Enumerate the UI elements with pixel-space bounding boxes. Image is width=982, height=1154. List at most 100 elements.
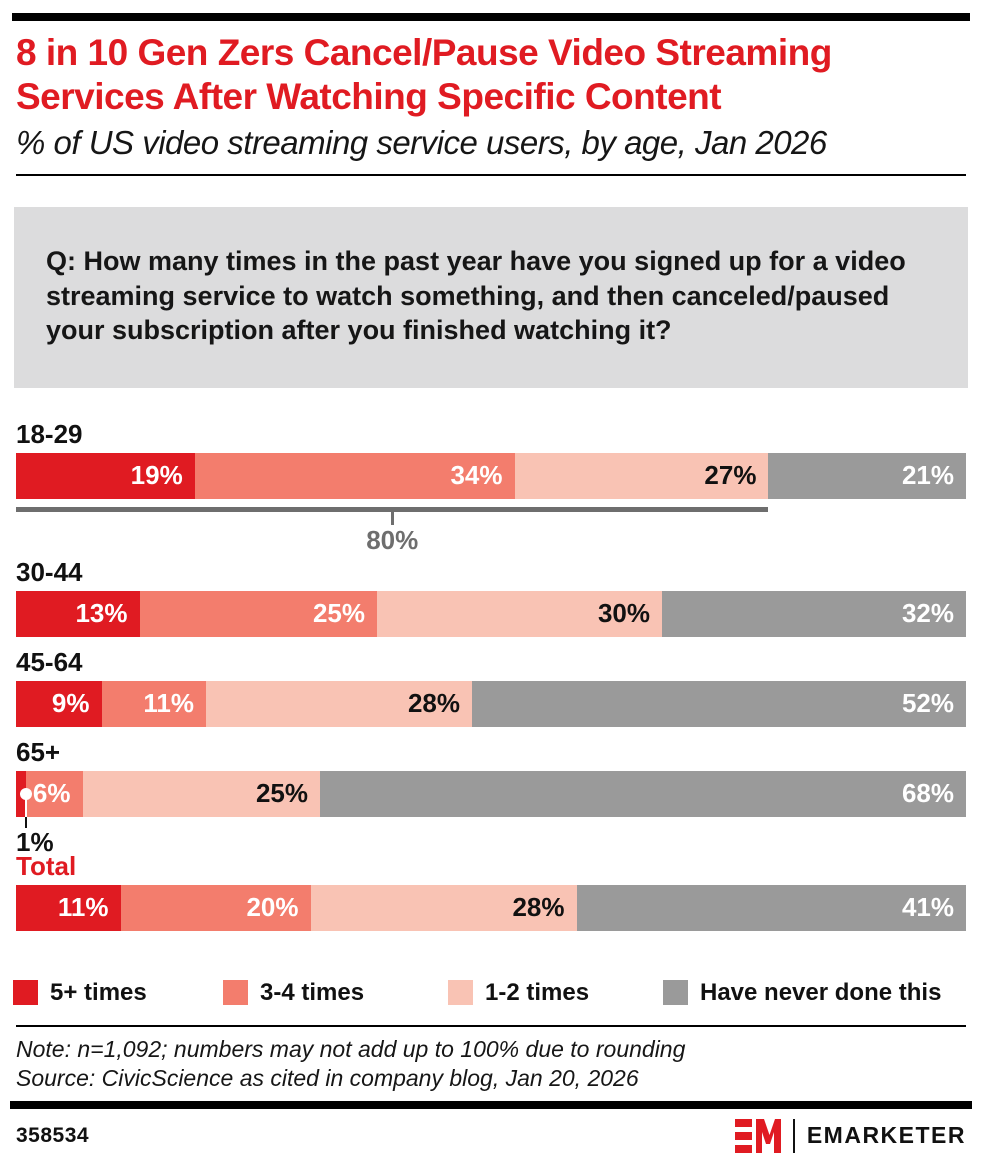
top-rule [12,13,970,21]
bar-wrap: 11% 20% 28% 41% [16,884,966,931]
segment-value-label: 9% [51,688,90,719]
segment-value-label: 32% [901,598,954,629]
segment-value-label: 20% [246,892,299,923]
brand-logo: EMARKETER [734,1118,966,1154]
legend-item-1-2-times: 1-2 times [448,979,589,1007]
bracket-tick [391,511,395,525]
legend-label: 1-2 times [485,978,590,1006]
bar-segment-3-4-times: 25% [139,590,377,637]
segment-value-label: 6% [32,778,71,809]
category-label: 30-44 [16,556,83,587]
header-divider [16,174,966,177]
legend-label: Have never done this [700,978,942,1006]
stacked-bar: 6% 25% 68% [16,770,966,817]
segment-value-label: 27% [704,460,757,491]
segment-value-label: 41% [901,892,954,923]
em-logo-icon [734,1118,781,1153]
bar-segment-1-2-times: 28% [310,884,577,931]
legend-label: 3-4 times [260,978,365,1006]
note-text: Note: n=1,092; numbers may not add up to… [16,1035,686,1062]
survey-question-text: Q: How many times in the past year have … [46,246,906,346]
stacked-bar: 19% 34% 27% 21% [16,452,966,499]
legend-swatch [663,980,688,1006]
legend-item-have-never-done-this: Have never done this [663,979,941,1007]
stacked-bar: 11% 20% 28% 41% [16,884,966,931]
row-gap [16,637,966,647]
bar-segment-5+-times: 11% [16,884,121,931]
callout-value-label: 1% [16,826,54,857]
bracket-annotation: 80% [16,506,966,555]
bar-segment-have-never-done-this: 68% [320,770,966,817]
segment-value-label: 68% [901,778,954,809]
category-label: 45-64 [16,646,83,677]
callout-stem [25,796,27,817]
bar-segment-5+-times: 19% [16,452,195,499]
bar-segment-5+-times: 13% [16,590,140,637]
callout-stem-lower [25,816,27,828]
chart-subtitle: % of US video streaming service users, b… [16,124,827,162]
legend-swatch [13,980,38,1006]
bar-segment-1-2-times: 27% [514,452,769,499]
bar-wrap: 19% 34% 27% 21% [16,452,966,499]
segment-value-label: 52% [901,688,954,719]
bar-row-65+: 65+ 6% 25% 68% 1% [16,736,966,857]
callout-dot [20,787,32,800]
bar-segment-have-never-done-this: 52% [472,680,966,727]
brand-wordmark: EMARKETER [806,1122,966,1149]
row-gap [16,931,966,941]
bar-segment-3-4-times: 6% [25,770,83,817]
bar-segment-1-2-times: 25% [82,770,320,817]
bar-segment-3-4-times: 20% [120,884,311,931]
stacked-bar: 13% 25% 30% 32% [16,590,966,637]
segment-value-label: 25% [312,598,365,629]
header: 8 in 10 Gen Zers Cancel/Pause Video Stre… [16,31,966,165]
callout-under: 1% [16,816,966,857]
bar-segment-have-never-done-this: 41% [576,884,966,931]
segment-value-label: 13% [75,598,128,629]
footer: 358534 EMARKETER [16,1118,966,1154]
segment-value-label: 25% [255,778,308,809]
legend-label: 5+ times [50,978,147,1006]
notes-block: Note: n=1,092; numbers may not add up to… [16,1035,966,1093]
bar-segment-have-never-done-this: 32% [662,590,966,637]
stacked-bar-chart: 18-29 19% 34% 27% 21% 80% 30-44 13% 25% 30% 32% 45-… [16,419,966,941]
survey-question-box: Q: How many times in the past year have … [14,207,968,388]
footer-rule [10,1100,972,1109]
bar-segment-1-2-times: 30% [377,590,662,637]
stacked-bar: 9% 11% 28% 52% [16,680,966,727]
bar-row-30-44: 30-44 13% 25% 30% 32% [16,557,966,647]
legend-swatch [448,980,473,1006]
segment-value-label: 11% [57,892,109,923]
segment-value-label: 28% [407,688,460,719]
segment-value-label: 21% [901,460,954,491]
bar-segment-3-4-times: 11% [101,680,206,727]
source-text: Source: CivicScience as cited in company… [16,1064,639,1091]
legend-item-3-4-times: 3-4 times [223,979,364,1007]
chart-title: 8 in 10 Gen Zers Cancel/Pause Video Stre… [16,32,832,117]
category-label: 65+ [16,736,61,767]
segment-value-label: 19% [130,460,183,491]
bar-row-Total: Total 11% 20% 28% 41% [16,851,966,941]
legend-item-5+-times: 5+ times [13,979,147,1007]
category-label: 18-29 [16,418,83,449]
bar-wrap: 13% 25% 30% 32% [16,590,966,637]
bar-segment-1-2-times: 28% [206,680,472,727]
segment-value-label: 34% [450,460,503,491]
logo-separator [792,1118,795,1153]
chart-legend: 5+ times 3-4 times 1-2 times Have never don… [13,979,966,1007]
bar-wrap: 6% 25% 68% [16,770,966,817]
bracket-line [16,506,769,512]
segment-value-label: 30% [597,598,650,629]
bar-wrap: 9% 11% 28% 52% [16,680,966,727]
bar-row-45-64: 45-64 9% 11% 28% 52% [16,647,966,737]
category-label: Total [16,850,77,881]
bar-segment-have-never-done-this: 21% [768,452,966,499]
segment-value-label: 11% [143,688,194,719]
bar-row-18-29: 18-29 19% 34% 27% 21% 80% [16,418,966,555]
bracket-value-label: 80% [366,524,419,555]
row-gap [16,727,966,737]
legend-swatch [223,980,248,1006]
segment-value-label: 28% [512,892,565,923]
bar-segment-3-4-times: 34% [194,452,515,499]
